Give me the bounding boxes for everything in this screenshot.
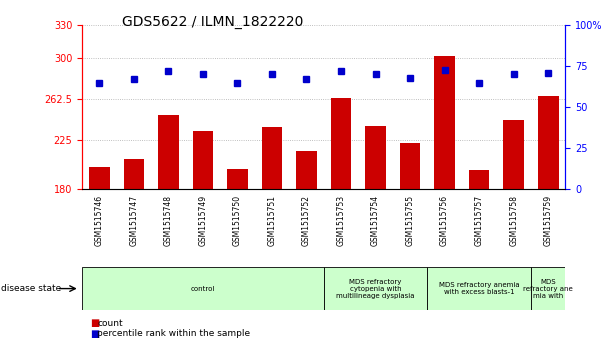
Bar: [158, 115, 179, 189]
Text: disease state: disease state: [1, 284, 61, 293]
Text: GSM1515758: GSM1515758: [509, 195, 518, 245]
Text: GSM1515751: GSM1515751: [268, 195, 277, 245]
Text: GSM1515748: GSM1515748: [164, 195, 173, 245]
Text: MDS refractory anemia
with excess blasts-1: MDS refractory anemia with excess blasts…: [439, 282, 519, 295]
Text: GSM1515753: GSM1515753: [336, 195, 345, 246]
Text: MDS refractory
cytopenia with
multilineage dysplasia: MDS refractory cytopenia with multilinea…: [336, 278, 415, 299]
Text: count: count: [97, 319, 123, 327]
Text: GSM1515756: GSM1515756: [440, 195, 449, 246]
Text: GSM1515746: GSM1515746: [95, 195, 104, 246]
Bar: [82, 267, 323, 310]
Bar: [296, 151, 317, 189]
Bar: [434, 56, 455, 189]
Text: GSM1515747: GSM1515747: [130, 195, 139, 246]
Bar: [227, 169, 248, 189]
Bar: [427, 267, 531, 310]
Bar: [538, 96, 559, 189]
Text: percentile rank within the sample: percentile rank within the sample: [97, 330, 250, 338]
Bar: [399, 143, 420, 189]
Text: GSM1515754: GSM1515754: [371, 195, 380, 246]
Text: MDS
refractory ane
mia with: MDS refractory ane mia with: [523, 278, 573, 299]
Text: GSM1515755: GSM1515755: [406, 195, 415, 246]
Bar: [89, 167, 109, 189]
Bar: [123, 159, 144, 189]
Bar: [365, 126, 386, 189]
Bar: [331, 98, 351, 189]
Bar: [261, 127, 282, 189]
Text: GDS5622 / ILMN_1822220: GDS5622 / ILMN_1822220: [122, 15, 303, 29]
Text: GSM1515759: GSM1515759: [544, 195, 553, 246]
Text: control: control: [191, 286, 215, 291]
Text: GSM1515749: GSM1515749: [198, 195, 207, 246]
Text: ■: ■: [90, 318, 99, 328]
Text: GSM1515752: GSM1515752: [302, 195, 311, 245]
Bar: [323, 267, 427, 310]
Bar: [193, 131, 213, 189]
Text: GSM1515757: GSM1515757: [475, 195, 483, 246]
Text: GSM1515750: GSM1515750: [233, 195, 242, 246]
Text: ■: ■: [90, 329, 99, 339]
Bar: [469, 170, 489, 189]
Bar: [531, 267, 565, 310]
Bar: [503, 120, 524, 189]
